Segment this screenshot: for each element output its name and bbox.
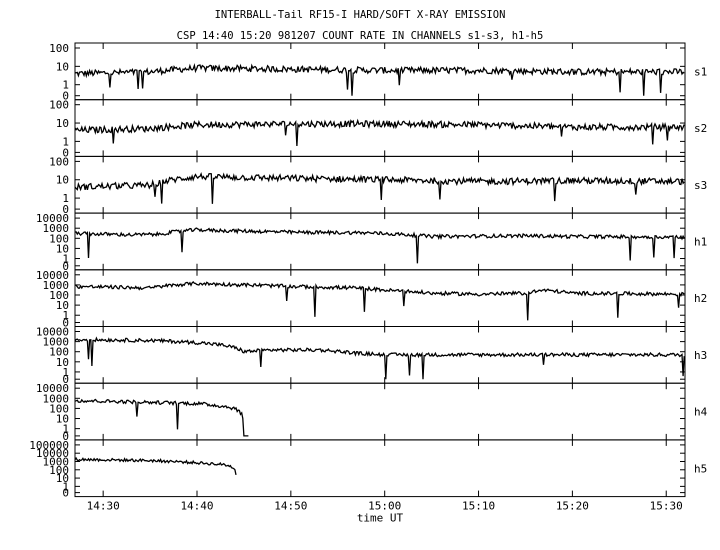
- y-tick-label: 0: [62, 203, 69, 216]
- y-tick-label: 0: [62, 430, 69, 443]
- y-tick-label: 0: [62, 90, 69, 103]
- y-tick-label: 100: [49, 289, 69, 302]
- series-trace-s2: [74, 118, 685, 147]
- y-tick-label: 1000: [43, 455, 70, 468]
- y-tick-label: 1000: [43, 279, 70, 292]
- y-tick-label: 0: [62, 146, 69, 159]
- x-tick-label: 15:10: [462, 500, 495, 513]
- channel-label: h2: [694, 292, 707, 305]
- y-tick-label: 100: [49, 232, 69, 245]
- y-tick-label: 10: [56, 60, 69, 73]
- x-axis-label: time UT: [357, 512, 404, 525]
- y-tick-label: 1: [62, 480, 69, 493]
- series-trace-h2: [74, 280, 685, 321]
- channel-label: h5: [694, 462, 707, 475]
- channel-label: s1: [694, 65, 707, 78]
- panel-frame: [74, 269, 686, 327]
- channel-label: h1: [694, 235, 707, 248]
- y-tick-label: 10: [56, 356, 69, 369]
- y-tick-label: 100: [49, 346, 69, 359]
- y-tick-label: 1000: [43, 336, 70, 349]
- y-tick-label: 0: [62, 260, 69, 273]
- panel-frame: [74, 382, 686, 441]
- x-tick-label: 15:20: [556, 500, 589, 513]
- y-tick-label: 0: [62, 317, 69, 330]
- x-tick-label: 15:00: [368, 500, 401, 513]
- x-tick-label: 14:30: [87, 500, 120, 513]
- y-tick-label: 1: [62, 192, 69, 205]
- y-tick-label: 10000: [36, 447, 69, 460]
- panel-frame: [74, 212, 686, 271]
- y-tick-label: 100: [49, 99, 69, 112]
- channel-label: s2: [694, 122, 707, 135]
- y-tick-label: 100: [49, 464, 69, 477]
- series-trace-h1: [74, 227, 685, 264]
- series-trace-h3: [74, 336, 685, 380]
- y-tick-label: 100: [49, 402, 69, 415]
- x-tick-label: 14:50: [274, 500, 307, 513]
- y-tick-label: 10: [56, 472, 69, 485]
- y-tick-label: 10000: [36, 382, 69, 395]
- x-tick-label: 14:40: [180, 500, 213, 513]
- channel-label: h3: [694, 349, 707, 362]
- series-trace-s3: [74, 171, 685, 204]
- y-tick-label: 1: [62, 423, 69, 436]
- y-tick-label: 1: [62, 366, 69, 379]
- y-tick-label: 10000: [36, 326, 69, 339]
- y-tick-label: 10: [56, 117, 69, 130]
- series-trace-s1: [74, 62, 685, 96]
- y-tick-label: 1: [62, 253, 69, 266]
- y-tick-label: 100000: [29, 439, 69, 452]
- y-tick-label: 1000: [43, 392, 70, 405]
- y-tick-label: 100: [49, 42, 69, 55]
- y-tick-label: 0: [62, 487, 69, 500]
- y-tick-label: 100: [49, 155, 69, 168]
- channel-label: s3: [694, 179, 707, 192]
- y-tick-label: 10: [56, 242, 69, 255]
- chart-subtitle: CSP 14:40 15:20 981207 COUNT RATE IN CHA…: [176, 30, 544, 42]
- y-tick-label: 1: [62, 79, 69, 92]
- y-tick-label: 10000: [36, 269, 69, 282]
- y-tick-label: 1: [62, 309, 69, 322]
- panel-frame: [74, 439, 686, 498]
- y-tick-label: 10: [56, 413, 69, 426]
- y-tick-label: 10000: [36, 212, 69, 225]
- panel-frame: [74, 99, 686, 157]
- y-tick-label: 10: [56, 174, 69, 187]
- channel-label: h4: [694, 406, 708, 419]
- series-trace-h5: [74, 456, 237, 476]
- y-tick-label: 1: [62, 135, 69, 148]
- x-tick-label: 15:30: [650, 500, 683, 513]
- y-tick-label: 10: [56, 299, 69, 312]
- series-trace-h4: [74, 398, 249, 437]
- y-tick-label: 0: [62, 373, 69, 386]
- y-tick-label: 1000: [43, 222, 70, 235]
- chart-title: INTERBALL-Tail RF15-I HARD/SOFT X-RAY EM…: [214, 9, 506, 21]
